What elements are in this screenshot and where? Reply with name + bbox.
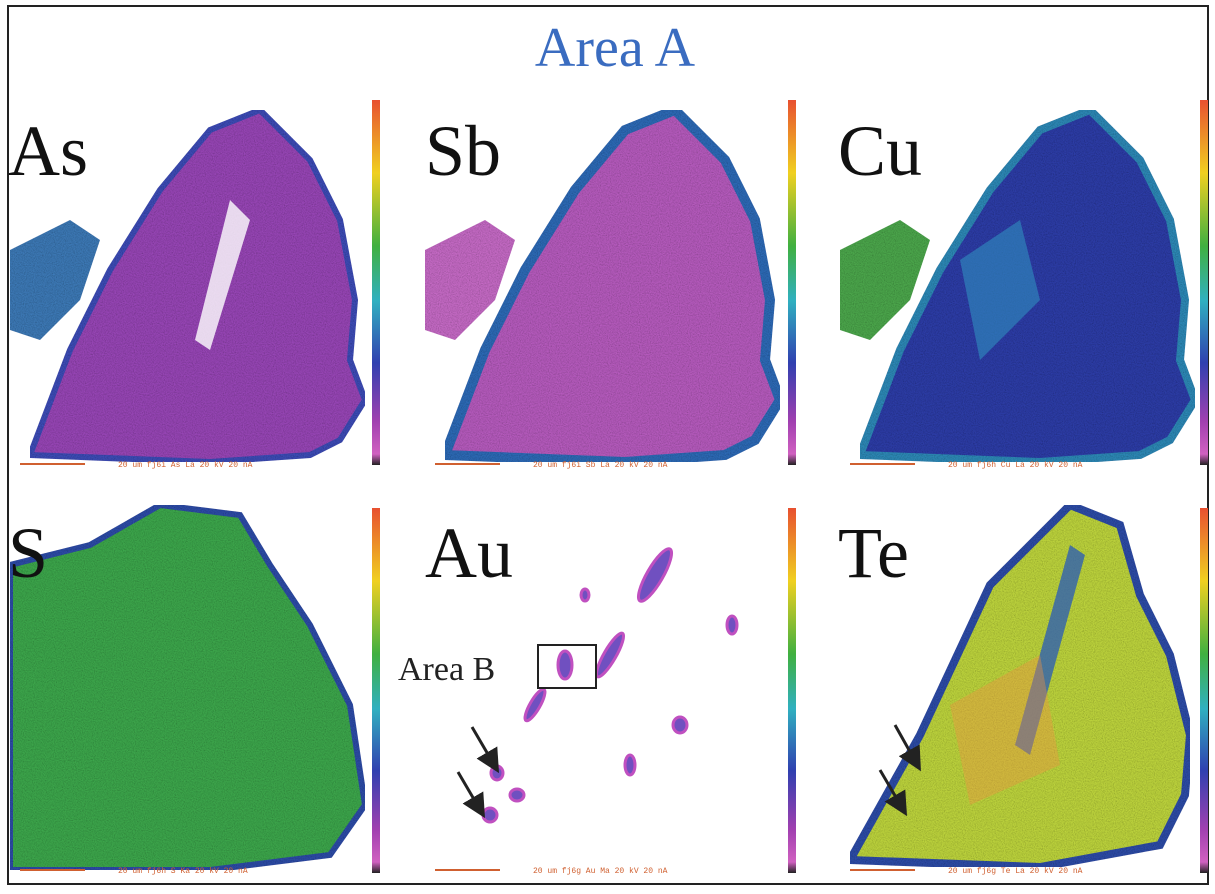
- figure-title: Area A: [535, 17, 696, 79]
- element-label: Au: [425, 513, 513, 593]
- map-panel: [483, 545, 737, 822]
- element-label: Te: [838, 513, 909, 593]
- element-label: S: [8, 513, 48, 593]
- map-panel: [10, 505, 365, 870]
- map-caption: 20 um fj6h S Ka 20 kV 20 nA: [118, 867, 248, 876]
- map-caption: 20 um fj6i As La 20 kV 20 nA: [118, 461, 253, 470]
- element-label: As: [8, 111, 88, 191]
- map-caption: 20 um fj6h Cu La 20 kV 20 nA: [948, 461, 1083, 470]
- arrows: [458, 725, 918, 813]
- element-label: Cu: [838, 111, 922, 191]
- map-caption: 20 um fj6i Sb La 20 kV 20 nA: [533, 461, 668, 470]
- area-label: Area B: [398, 651, 495, 688]
- map-caption: 20 um fj6g Au Ma 20 kV 20 nA: [533, 867, 668, 876]
- element-label: Sb: [425, 111, 501, 191]
- map-caption: 20 um fj6g Te La 20 kV 20 nA: [948, 867, 1083, 876]
- figure: Area A As Sb Cu S Au Te 20 um fj6i As La…: [0, 0, 1215, 894]
